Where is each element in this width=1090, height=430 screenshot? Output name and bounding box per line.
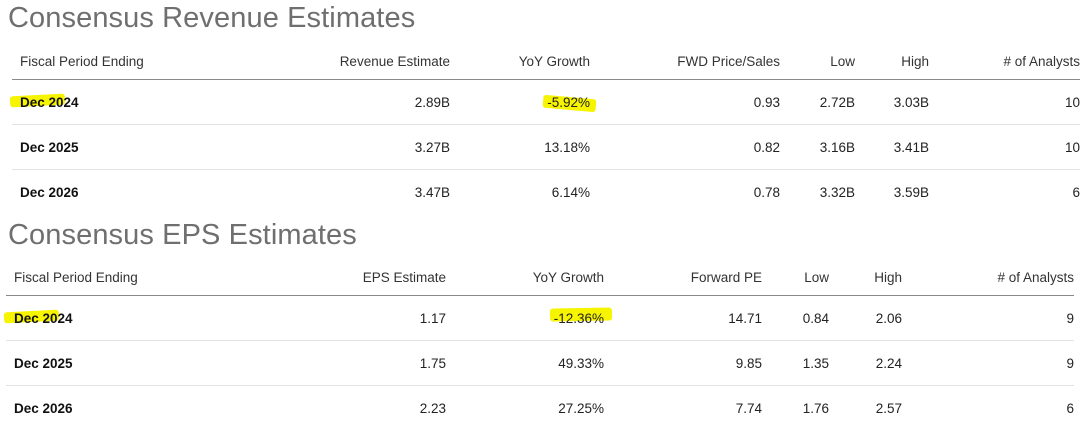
high-cell: 3.03B — [855, 80, 929, 125]
table-row: Dec 2024 2.89B -5.92% 0.93 2.72B 3.03B 1… — [12, 80, 1080, 125]
table-row: Dec 2025 3.27B 13.18% 0.82 3.16B 3.41B 1… — [12, 125, 1080, 170]
column-header-fiscal-period[interactable]: Fiscal Period Ending — [12, 43, 212, 80]
column-header-fwd-price-sales[interactable]: FWD Price/Sales — [590, 43, 780, 80]
forward-pe-cell: 7.74 — [604, 386, 762, 430]
table-row: Dec 2026 3.47B 6.14% 0.78 3.32B 3.59B 6 — [12, 170, 1080, 215]
analysts-cell: 9 — [902, 341, 1074, 386]
high-cell: 2.24 — [829, 341, 902, 386]
fwd-price-sales-cell: 0.82 — [590, 125, 780, 170]
column-header-yoy-growth[interactable]: YoY Growth — [450, 43, 590, 80]
table-header-row: Fiscal Period Ending EPS Estimate YoY Gr… — [6, 259, 1074, 296]
period-cell: Dec 2026 — [6, 386, 196, 430]
analysts-cell: 6 — [929, 170, 1080, 215]
eps-estimates-table: Fiscal Period Ending EPS Estimate YoY Gr… — [6, 259, 1074, 430]
eps-section-title: Consensus EPS Estimates — [8, 219, 357, 252]
table-row: Dec 2025 1.75 49.33% 9.85 1.35 2.24 9 — [6, 341, 1074, 386]
column-header-yoy-growth[interactable]: YoY Growth — [446, 259, 604, 296]
column-header-eps-estimate[interactable]: EPS Estimate — [196, 259, 446, 296]
eps-estimate-cell: 1.75 — [196, 341, 446, 386]
revenue-estimates-table: Fiscal Period Ending Revenue Estimate Yo… — [12, 43, 1080, 214]
low-cell: 0.84 — [762, 296, 829, 341]
period-cell: Dec 2026 — [12, 170, 212, 215]
yoy-growth-cell: 13.18% — [450, 125, 590, 170]
column-header-high[interactable]: High — [855, 43, 929, 80]
column-header-analysts[interactable]: # of Analysts — [929, 43, 1080, 80]
period-cell: Dec 2025 — [12, 125, 212, 170]
column-header-high[interactable]: High — [829, 259, 902, 296]
low-cell: 1.76 — [762, 386, 829, 430]
yoy-growth-cell: -5.92% — [450, 80, 590, 125]
high-cell: 2.06 — [829, 296, 902, 341]
revenue-estimate-cell: 2.89B — [212, 80, 450, 125]
high-cell: 2.57 — [829, 386, 902, 430]
period-cell: Dec 2024 — [12, 80, 212, 125]
forward-pe-cell: 14.71 — [604, 296, 762, 341]
yoy-growth-cell: 27.25% — [446, 386, 604, 430]
forward-pe-cell: 9.85 — [604, 341, 762, 386]
column-header-low[interactable]: Low — [780, 43, 855, 80]
fwd-price-sales-cell: 0.78 — [590, 170, 780, 215]
table-row: Dec 2024 1.17 -12.36% 14.71 0.84 2.06 9 — [6, 296, 1074, 341]
column-header-analysts[interactable]: # of Analysts — [902, 259, 1074, 296]
revenue-section-title: Consensus Revenue Estimates — [8, 2, 415, 35]
yoy-growth-cell: -12.36% — [446, 296, 604, 341]
low-cell: 3.32B — [780, 170, 855, 215]
analysts-cell: 10 — [929, 80, 1080, 125]
column-header-revenue-estimate[interactable]: Revenue Estimate — [212, 43, 450, 80]
eps-estimate-cell: 2.23 — [196, 386, 446, 430]
period-cell: Dec 2024 — [6, 296, 196, 341]
column-header-low[interactable]: Low — [762, 259, 829, 296]
analysts-cell: 10 — [929, 125, 1080, 170]
yoy-growth-cell: 6.14% — [450, 170, 590, 215]
column-header-fiscal-period[interactable]: Fiscal Period Ending — [6, 259, 196, 296]
low-cell: 1.35 — [762, 341, 829, 386]
analysts-cell: 6 — [902, 386, 1074, 430]
high-cell: 3.41B — [855, 125, 929, 170]
period-cell: Dec 2025 — [6, 341, 196, 386]
column-header-forward-pe[interactable]: Forward PE — [604, 259, 762, 296]
yoy-growth-cell: 49.33% — [446, 341, 604, 386]
revenue-estimate-cell: 3.47B — [212, 170, 450, 215]
high-cell: 3.59B — [855, 170, 929, 215]
table-row: Dec 2026 2.23 27.25% 7.74 1.76 2.57 6 — [6, 386, 1074, 430]
table-header-row: Fiscal Period Ending Revenue Estimate Yo… — [12, 43, 1080, 80]
low-cell: 2.72B — [780, 80, 855, 125]
low-cell: 3.16B — [780, 125, 855, 170]
analysts-cell: 9 — [902, 296, 1074, 341]
fwd-price-sales-cell: 0.93 — [590, 80, 780, 125]
eps-estimate-cell: 1.17 — [196, 296, 446, 341]
revenue-estimate-cell: 3.27B — [212, 125, 450, 170]
